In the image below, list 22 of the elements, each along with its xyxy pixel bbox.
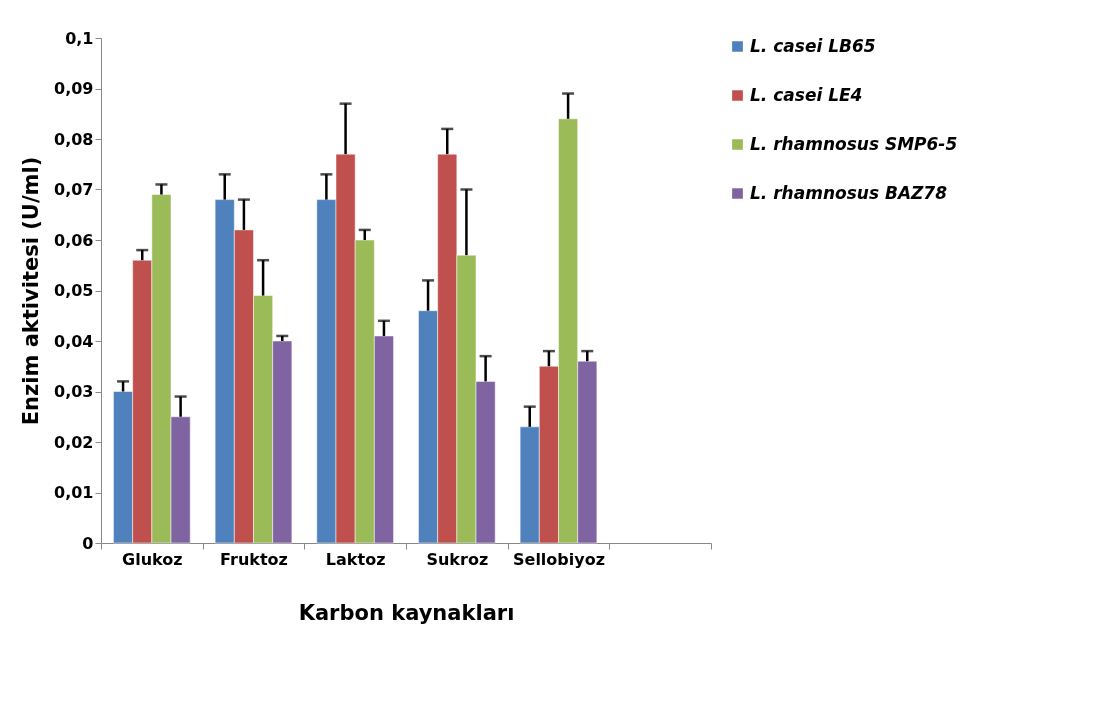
legend-label: L. rhamnosus SMP6-5 — [750, 133, 958, 154]
y-tick-label: 0,08 — [54, 129, 94, 149]
y-tick-label: 0,02 — [54, 432, 94, 452]
y-axis-title: Enzim aktivitesi (U/ml) — [19, 156, 44, 426]
legend-label: L. casei LE4 — [750, 84, 863, 105]
x-tick-label: Laktoz — [325, 549, 386, 569]
y-tick-label: 0,03 — [54, 382, 94, 401]
x-tick-label: Glukoz — [122, 549, 183, 569]
y-tick-label: 0,04 — [54, 331, 94, 351]
legend-label: L. rhamnosus BAZ78 — [750, 182, 948, 203]
y-tick-label: 0,05 — [54, 281, 94, 300]
y-tick-label: 0,09 — [54, 79, 94, 98]
y-tick-label: 0,1 — [65, 28, 94, 48]
y-tick-label: 0,06 — [54, 230, 94, 250]
x-tick-label: Sellobiyoz — [512, 549, 606, 569]
y-tick-label: 0 — [82, 533, 94, 553]
y-tick-label: 0,07 — [54, 180, 94, 199]
y-tick-label: 0,01 — [54, 483, 94, 502]
x-tick-label: Fruktoz — [220, 549, 288, 569]
x-axis-title: Karbon kaynakları — [298, 600, 515, 625]
x-tick-label: Sukroz — [426, 549, 489, 569]
legend-label: L. casei LB65 — [750, 35, 876, 56]
